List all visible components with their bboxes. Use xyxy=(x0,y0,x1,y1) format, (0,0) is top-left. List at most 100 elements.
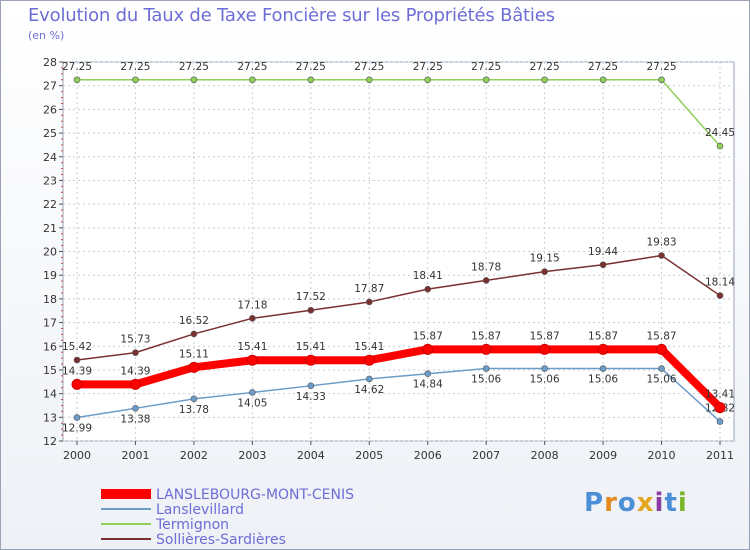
data-point xyxy=(482,76,490,84)
data-point xyxy=(307,382,315,390)
data-label: 15.73 xyxy=(120,334,150,346)
data-point xyxy=(73,76,81,84)
y-tick-label: 18 xyxy=(43,293,57,306)
data-label: 17.87 xyxy=(354,283,384,295)
data-label: 14.62 xyxy=(354,384,384,396)
data-label: 15.87 xyxy=(530,330,560,342)
data-point xyxy=(129,378,141,390)
logo-letter: x xyxy=(636,488,655,518)
data-label: 19.15 xyxy=(530,253,560,265)
data-label: 19.44 xyxy=(588,246,618,258)
y-tick-label: 20 xyxy=(43,246,57,259)
data-point xyxy=(716,142,724,150)
data-point xyxy=(482,365,490,372)
data-label: 15.06 xyxy=(471,374,501,386)
data-label: 27.25 xyxy=(530,61,560,73)
data-point xyxy=(132,405,139,412)
y-tick-label: 23 xyxy=(43,174,57,187)
data-label: 14.05 xyxy=(237,397,267,409)
y-tick-label: 12 xyxy=(43,435,57,448)
data-label: 13.38 xyxy=(120,413,150,425)
data-point xyxy=(541,76,548,84)
x-tick-label: 2008 xyxy=(531,449,559,462)
logo-letter: i xyxy=(654,488,665,518)
x-tick-label: 2003 xyxy=(238,449,266,462)
data-point xyxy=(71,378,83,390)
y-tick-label: 14 xyxy=(43,388,57,401)
data-point xyxy=(249,314,256,322)
y-tick-label: 25 xyxy=(43,127,57,140)
data-point xyxy=(132,76,139,84)
data-label: 27.25 xyxy=(120,61,150,73)
y-tick-label: 16 xyxy=(43,340,57,353)
data-point xyxy=(541,268,548,275)
data-point xyxy=(73,356,81,364)
data-label: 17.52 xyxy=(296,291,326,303)
x-tick-label: 2005 xyxy=(355,449,383,462)
data-point xyxy=(190,395,198,403)
data-point xyxy=(424,370,432,378)
legend-entry: LANSLEBOURG-MONT-CENIS xyxy=(156,487,354,503)
data-label: 14.84 xyxy=(413,379,443,391)
x-tick-label: 2000 xyxy=(63,449,91,462)
y-tick-label: 19 xyxy=(43,269,57,282)
data-point xyxy=(246,354,258,366)
proxiti-logo: Proxiti xyxy=(584,488,688,518)
data-label: 27.25 xyxy=(237,61,267,73)
data-label: 16.52 xyxy=(179,315,209,327)
data-label: 15.06 xyxy=(530,374,560,386)
legend-entry: Sollières-Sardières xyxy=(156,532,286,548)
data-label: 15.87 xyxy=(413,330,443,342)
unit-label: (en %) xyxy=(28,29,65,42)
data-label: 13.78 xyxy=(179,404,209,416)
data-point xyxy=(716,418,724,425)
data-point xyxy=(714,402,726,414)
x-tick-label: 2011 xyxy=(706,449,734,462)
series-lanslebourg-mont-cenis: 14.39 14.39 15.11 15.41 15.41 15.41 15.87 15.87… xyxy=(62,330,735,414)
data-point xyxy=(307,306,315,314)
y-tick-label: 22 xyxy=(43,198,57,211)
data-point xyxy=(249,76,256,84)
data-label: 18.41 xyxy=(413,270,443,282)
data-label: 17.18 xyxy=(237,299,267,311)
data-point xyxy=(365,298,373,306)
x-tick-label: 2002 xyxy=(180,449,208,462)
logo-letter: t xyxy=(664,488,678,518)
x-tick-label: 2004 xyxy=(297,449,325,462)
data-label: 12.99 xyxy=(62,423,92,435)
y-tick-label: 21 xyxy=(43,222,57,235)
data-label: 27.25 xyxy=(179,61,209,73)
data-point xyxy=(190,76,198,84)
data-label: 15.42 xyxy=(62,341,92,353)
y-tick-label: 13 xyxy=(43,411,57,424)
data-point xyxy=(541,365,548,372)
data-label: 27.25 xyxy=(354,61,384,73)
data-point xyxy=(365,375,373,383)
series-line xyxy=(77,345,723,411)
data-label: 15.87 xyxy=(588,330,618,342)
data-label: 14.39 xyxy=(120,365,150,377)
data-label: 19.83 xyxy=(647,237,677,249)
chart-title: Evolution du Taux de Taxe Foncière sur l… xyxy=(28,5,555,26)
data-label: 15.41 xyxy=(237,341,267,353)
data-label: 27.25 xyxy=(62,61,92,73)
y-tick-label: 28 xyxy=(43,56,57,69)
legend-entry: Lanslevillard xyxy=(156,502,244,518)
x-tick-label: 2001 xyxy=(121,449,149,462)
data-label: 15.87 xyxy=(647,330,677,342)
data-label: 14.33 xyxy=(296,391,326,403)
y-tick-label: 15 xyxy=(43,364,57,377)
data-label: 27.25 xyxy=(296,61,326,73)
data-label: 27.25 xyxy=(413,61,443,73)
data-label: 15.11 xyxy=(179,348,209,360)
logo-letter: P xyxy=(584,488,605,518)
y-tick-label: 26 xyxy=(43,103,57,116)
data-label: 14.39 xyxy=(62,365,92,377)
data-point xyxy=(132,349,139,356)
data-point xyxy=(305,354,317,366)
x-tick-label: 2010 xyxy=(648,449,676,462)
data-point xyxy=(424,76,432,84)
legend: LANSLEBOURG-MONT-CENISLanslevillardTermi… xyxy=(101,487,354,548)
